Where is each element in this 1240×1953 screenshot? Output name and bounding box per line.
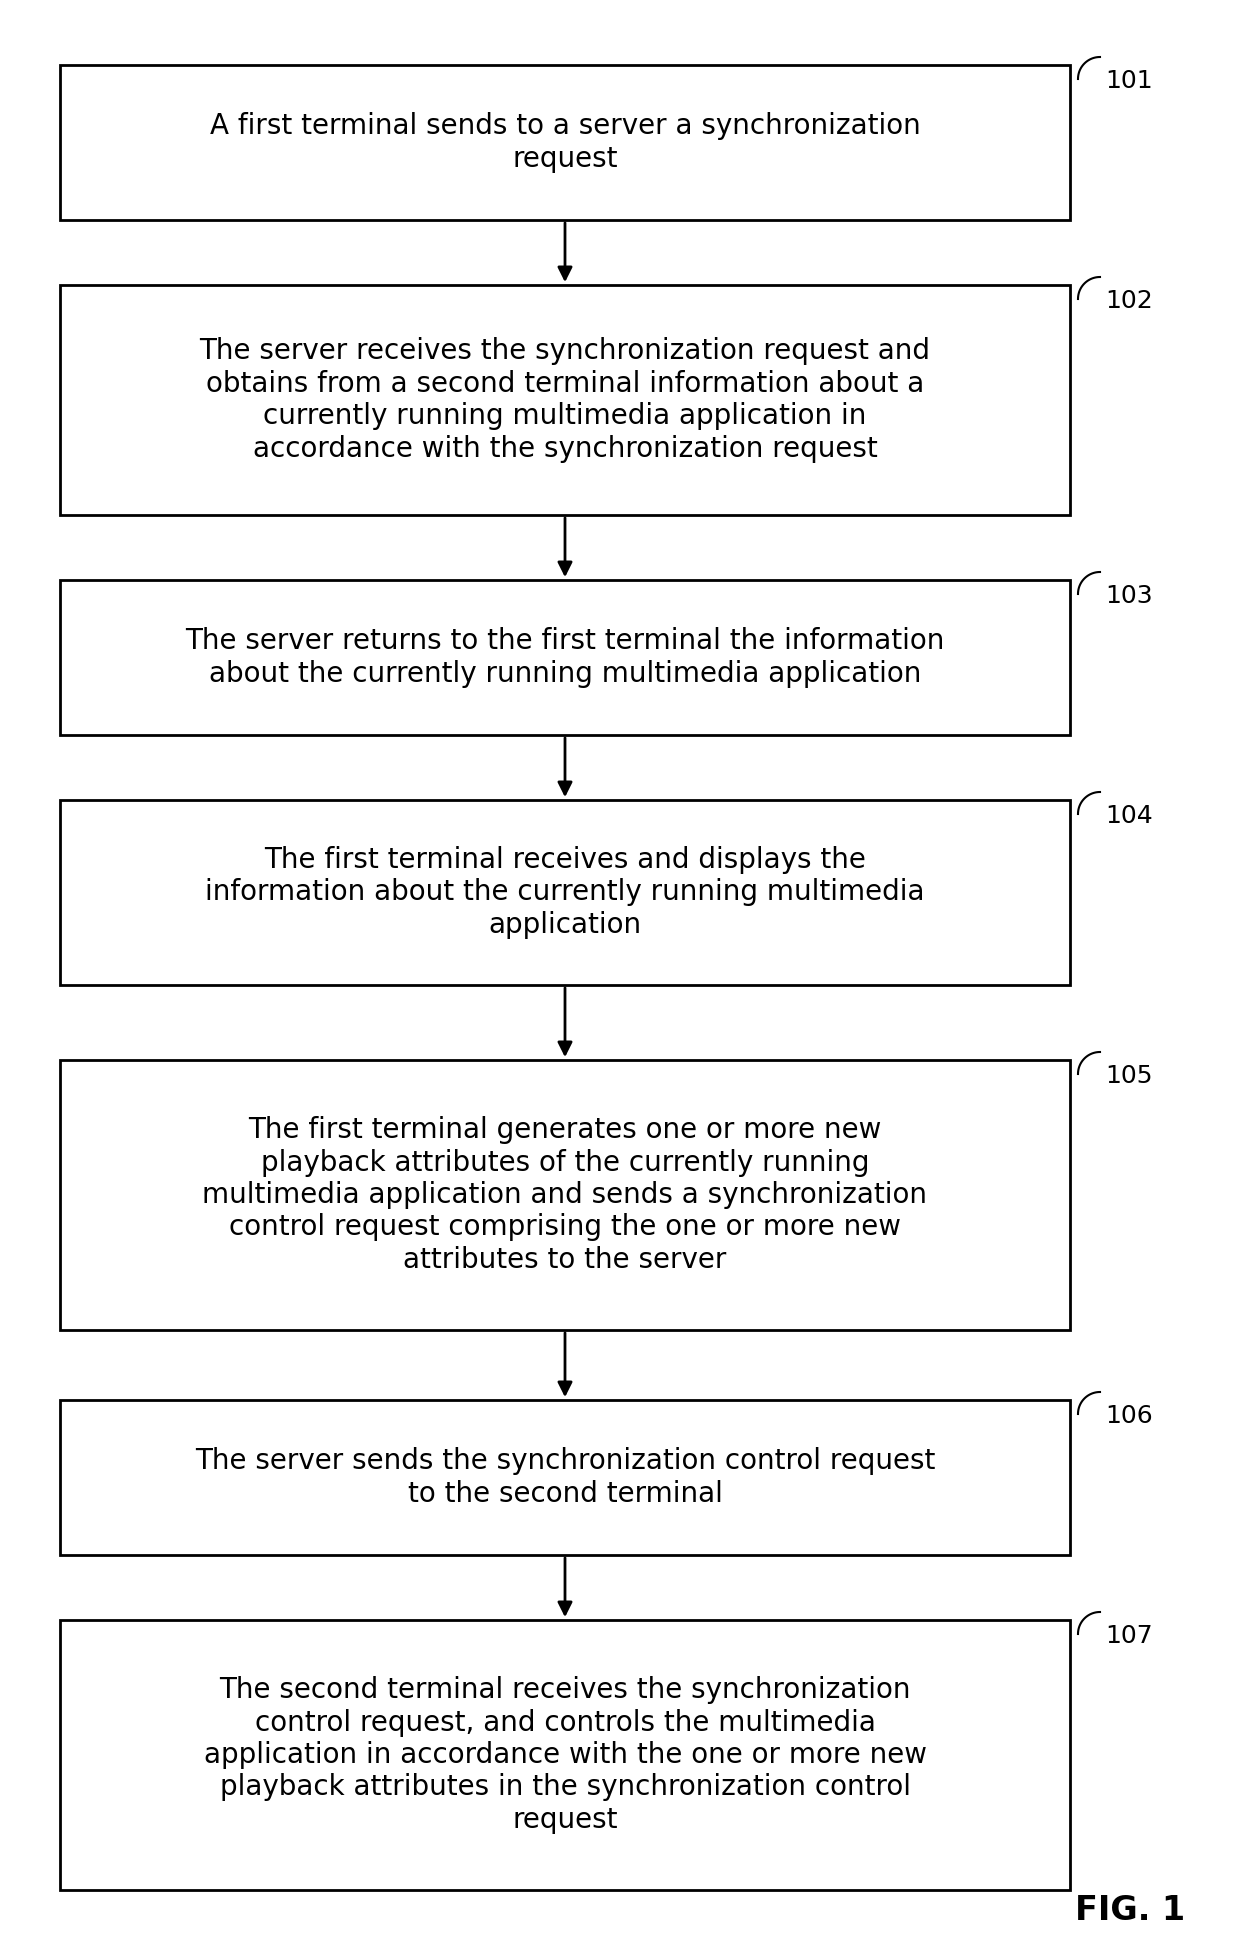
- Bar: [60, 801, 1070, 984]
- Text: The second terminal receives the synchronization
control request, and controls t: The second terminal receives the synchro…: [203, 1676, 926, 1834]
- Text: FIG. 1: FIG. 1: [1075, 1894, 1185, 1926]
- Text: 102: 102: [1105, 289, 1153, 312]
- Text: 101: 101: [1105, 68, 1153, 94]
- Text: The first terminal generates one or more new
playback attributes of the currentl: The first terminal generates one or more…: [202, 1117, 928, 1273]
- Bar: [60, 1060, 1070, 1330]
- Text: 103: 103: [1105, 584, 1153, 607]
- Text: 104: 104: [1105, 805, 1153, 828]
- Text: 107: 107: [1105, 1625, 1153, 1648]
- Text: A first terminal sends to a server a synchronization
request: A first terminal sends to a server a syn…: [210, 113, 920, 172]
- Bar: [60, 1400, 1070, 1555]
- Text: The server sends the synchronization control request
to the second terminal: The server sends the synchronization con…: [195, 1447, 935, 1508]
- Text: The server returns to the first terminal the information
about the currently run: The server returns to the first terminal…: [185, 627, 945, 687]
- Text: The first terminal receives and displays the
information about the currently run: The first terminal receives and displays…: [206, 846, 925, 939]
- Bar: [60, 580, 1070, 734]
- Bar: [60, 285, 1070, 516]
- Bar: [60, 64, 1070, 221]
- Bar: [60, 1619, 1070, 1891]
- Text: 105: 105: [1105, 1064, 1152, 1088]
- Text: 106: 106: [1105, 1404, 1153, 1428]
- Text: The server receives the synchronization request and
obtains from a second termin: The server receives the synchronization …: [200, 338, 930, 463]
